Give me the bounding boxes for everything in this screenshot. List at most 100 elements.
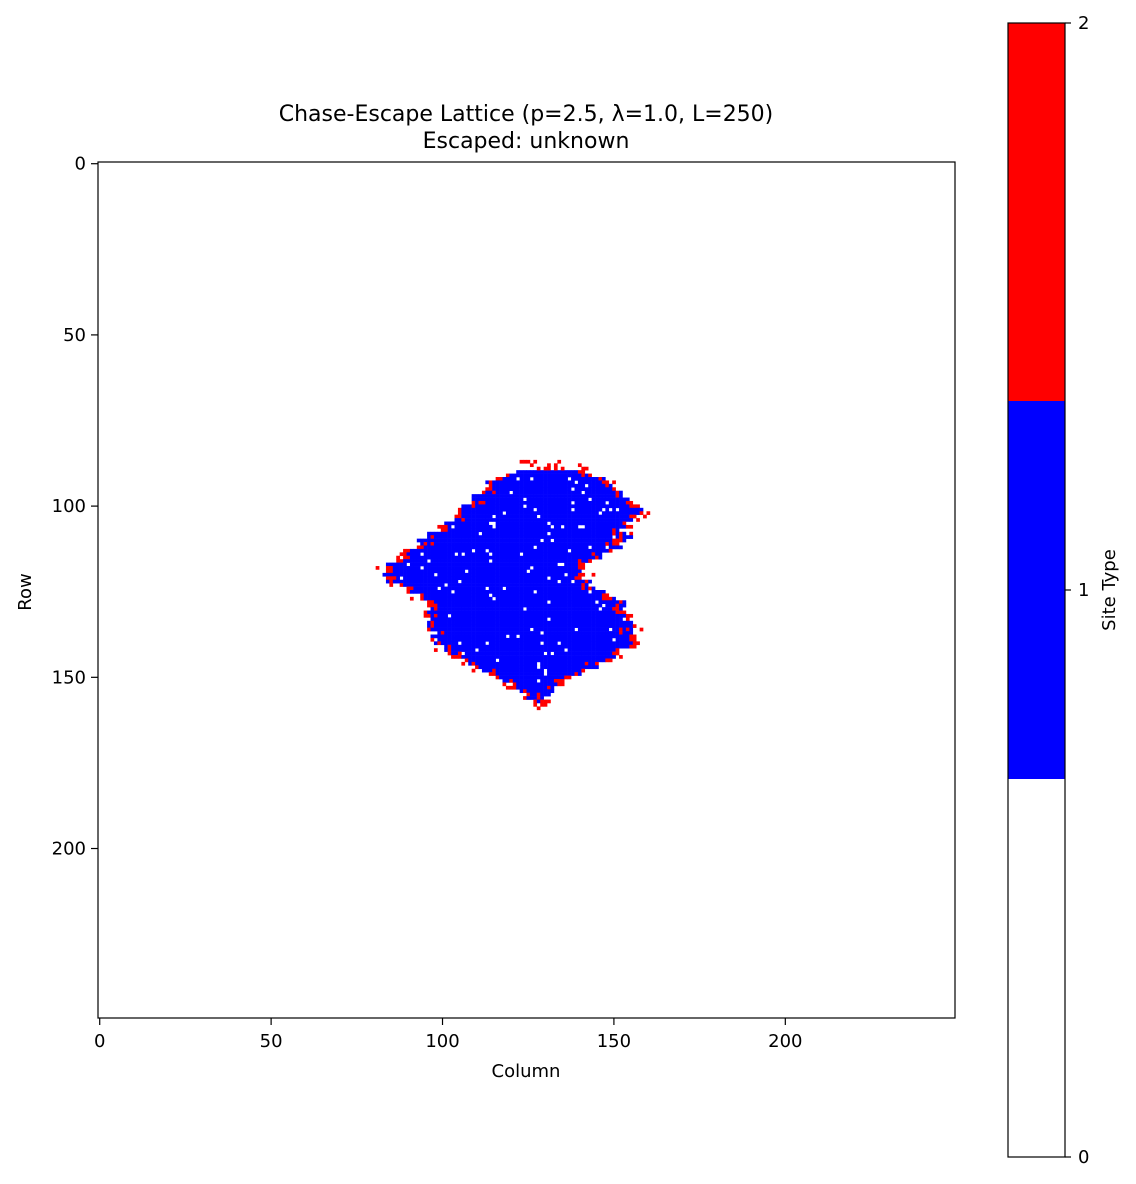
lattice-site	[568, 563, 572, 567]
lattice-site	[437, 597, 441, 601]
lattice-site	[523, 662, 527, 666]
lattice-site	[578, 545, 582, 549]
lattice-site	[537, 501, 541, 505]
lattice-site	[527, 597, 531, 601]
lattice-site	[550, 535, 554, 539]
lattice-site	[492, 614, 496, 618]
lattice-site	[437, 638, 441, 642]
lattice-site	[588, 532, 592, 536]
lattice-site	[640, 511, 644, 515]
lattice-site	[506, 587, 510, 591]
lattice-site	[479, 652, 483, 656]
lattice-site	[622, 614, 626, 618]
lattice-site	[513, 535, 517, 539]
lattice-site	[472, 573, 476, 577]
lattice-site	[568, 484, 572, 488]
lattice-site	[598, 504, 602, 508]
lattice-site	[550, 600, 554, 604]
lattice-site	[533, 696, 537, 700]
lattice-site	[574, 487, 578, 491]
lattice-site	[472, 600, 476, 604]
lattice-site	[503, 672, 507, 676]
lattice-site	[468, 542, 472, 546]
lattice-site	[489, 617, 493, 621]
lattice-site	[595, 518, 599, 522]
lattice-site	[550, 580, 554, 584]
lattice-site	[427, 604, 431, 608]
lattice-site	[496, 672, 500, 676]
lattice-site	[574, 525, 578, 529]
lattice-site	[479, 549, 483, 553]
lattice-site	[592, 539, 596, 543]
lattice-site	[482, 494, 486, 498]
lattice-site	[544, 662, 548, 666]
lattice-site	[561, 604, 565, 608]
lattice-site	[383, 573, 387, 577]
lattice-site	[581, 652, 585, 656]
lattice-site	[451, 535, 455, 539]
lattice-site	[407, 580, 411, 584]
lattice-site	[550, 604, 554, 608]
lattice-site	[479, 508, 483, 512]
lattice-site	[609, 607, 613, 611]
lattice-site	[537, 542, 541, 546]
lattice-site	[557, 682, 561, 686]
lattice-site	[479, 580, 483, 584]
lattice-site	[574, 518, 578, 522]
lattice-site	[533, 498, 537, 502]
lattice-site	[602, 528, 606, 532]
lattice-site	[527, 487, 531, 491]
lattice-site	[527, 573, 531, 577]
lattice-site	[427, 569, 431, 573]
lattice-site	[492, 641, 496, 645]
lattice-site	[581, 474, 585, 478]
lattice-site	[420, 539, 424, 543]
lattice-site	[547, 480, 551, 484]
lattice-site	[503, 563, 507, 567]
lattice-site	[550, 614, 554, 618]
lattice-site	[602, 515, 606, 519]
lattice-site	[492, 484, 496, 488]
lattice-site	[403, 549, 407, 553]
lattice-site	[465, 528, 469, 532]
lattice-site	[527, 522, 531, 526]
lattice-site	[578, 559, 582, 563]
lattice-site	[513, 569, 517, 573]
lattice-site	[499, 621, 503, 625]
lattice-site	[403, 552, 407, 556]
lattice-site	[530, 545, 534, 549]
lattice-site	[550, 542, 554, 546]
lattice-site	[492, 621, 496, 625]
lattice-site	[393, 566, 397, 570]
lattice-site	[503, 569, 507, 573]
lattice-site	[455, 542, 459, 546]
lattice-site	[557, 611, 561, 615]
lattice-site	[465, 652, 469, 656]
lattice-site	[396, 576, 400, 580]
lattice-site	[550, 522, 554, 526]
lattice-site	[482, 501, 486, 505]
lattice-site	[609, 604, 613, 608]
lattice-site	[561, 498, 565, 502]
lattice-site	[605, 607, 609, 611]
lattice-site	[482, 583, 486, 587]
lattice-site	[619, 525, 623, 529]
lattice-site	[571, 593, 575, 597]
lattice-site	[523, 658, 527, 662]
lattice-site	[564, 638, 568, 642]
lattice-site	[492, 672, 496, 676]
lattice-site	[530, 522, 534, 526]
lattice-site	[513, 498, 517, 502]
lattice-site	[554, 552, 558, 556]
lattice-site	[489, 576, 493, 580]
lattice-site	[592, 494, 596, 498]
lattice-site	[475, 515, 479, 519]
lattice-site	[585, 480, 589, 484]
lattice-site	[509, 672, 513, 676]
lattice-site	[455, 587, 459, 591]
lattice-site	[431, 535, 435, 539]
lattice-site	[420, 573, 424, 577]
lattice-site	[523, 508, 527, 512]
lattice-site	[472, 641, 476, 645]
lattice-site	[564, 566, 568, 570]
